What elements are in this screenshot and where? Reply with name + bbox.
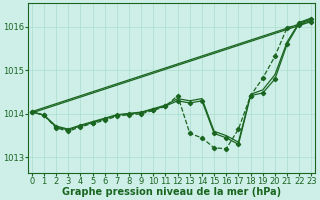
X-axis label: Graphe pression niveau de la mer (hPa): Graphe pression niveau de la mer (hPa): [62, 187, 281, 197]
